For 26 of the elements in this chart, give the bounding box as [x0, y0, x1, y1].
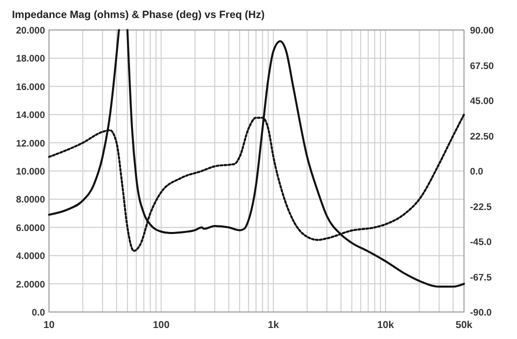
- x-tick-label: 10k: [377, 320, 394, 331]
- y-tick-label: 10.000: [16, 166, 45, 178]
- y2-tick-label: 45.00: [470, 96, 494, 107]
- y-tick-label: 20.000: [16, 26, 45, 36]
- y2-tick-label: -22.5: [470, 202, 492, 213]
- y2-tick-label: 90.00: [470, 26, 494, 36]
- y-tick-label: 6.0000: [16, 222, 45, 234]
- y-tick-label: 0.0: [32, 308, 45, 318]
- y-tick-label: 16.000: [16, 82, 45, 93]
- y-tick-label: 14.000: [16, 110, 45, 122]
- y-tick-label: 8.0000: [16, 194, 45, 206]
- y2-tick-label: 22.50: [470, 131, 494, 142]
- x-tick-label: 100: [152, 320, 170, 331]
- x-tick-label: 50k: [456, 320, 473, 331]
- y2-tick-label: 67.50: [470, 60, 494, 72]
- y2-tick-label: -45.0: [470, 237, 492, 248]
- y-tick-label: 18.000: [16, 54, 45, 65]
- y-tick-label: 2.0000: [16, 279, 45, 290]
- y2-tick-label: -90.0: [470, 308, 492, 318]
- y-tick-label: 12.000: [16, 138, 45, 150]
- y2-tick-label: -67.5: [470, 272, 492, 284]
- x-tick-label: 1k: [268, 320, 280, 331]
- y-tick-label: 4.0000: [16, 251, 45, 262]
- y2-tick-label: 0.0: [470, 166, 484, 178]
- chart-title: Impedance Mag (ohms) & Phase (deg) vs Freq (Hz): [12, 9, 265, 21]
- x-tick-label: 10: [43, 320, 55, 331]
